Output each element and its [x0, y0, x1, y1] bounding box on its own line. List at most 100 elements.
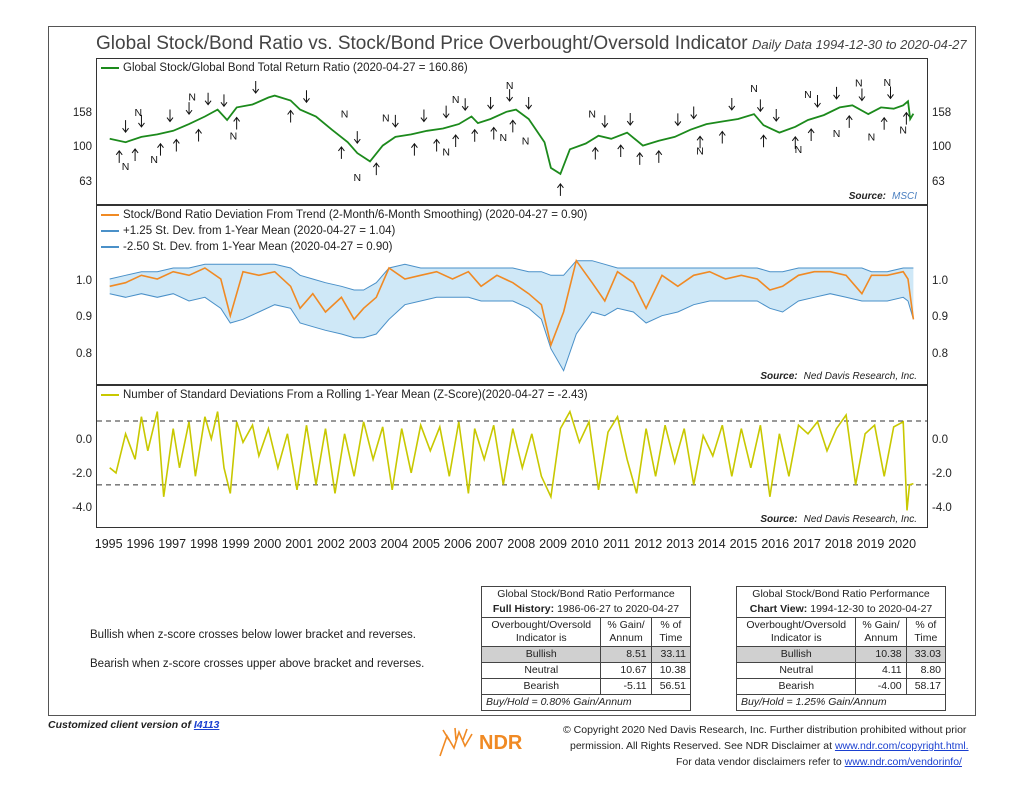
sell-arrow [887, 86, 894, 100]
table-title: Global Stock/Bond Ratio Performance [736, 586, 946, 602]
ndr-bull-bear-icon [439, 727, 473, 757]
buy-arrow [880, 116, 888, 130]
col-header-time: % of Time [650, 617, 692, 647]
buy-arrow [509, 119, 517, 133]
x-tick-label: 2019 [856, 537, 885, 551]
buy-arrow [617, 144, 625, 158]
x-tick-label: 2011 [603, 537, 630, 551]
copyright-line-2: permission. All Rights Reserved. See NDR… [570, 740, 969, 752]
x-tick-label: 2000 [253, 537, 282, 551]
copyright-line-1: © Copyright 2020 Ned Davis Research, Inc… [563, 724, 967, 736]
x-tick-label: 1995 [94, 537, 123, 551]
sell-arrow [185, 102, 193, 115]
neutral-marker: N [341, 108, 349, 120]
neutral-marker: N [188, 92, 196, 104]
sell-arrow [728, 97, 736, 111]
buy-arrow [131, 148, 139, 161]
neutral-marker: N [804, 89, 812, 101]
x-tick-label: 2004 [380, 537, 409, 551]
x-tick-label: 2016 [761, 537, 790, 551]
col-header-indicator: Overbought/Oversold Indicator is [735, 617, 857, 647]
neutral-marker: N [588, 108, 596, 120]
y-tick-label: 1.0 [76, 274, 92, 287]
deviation-plot [109, 258, 915, 372]
x-tick-label: 2014 [697, 537, 726, 551]
neutral-marker: N [696, 145, 704, 157]
x-tick-label: 1996 [126, 537, 155, 551]
ratio-plot: N N N N N N N N N N N N N N N N N N N N N N N [109, 77, 915, 196]
table-row: Bearish -5.11 56.51 [480, 678, 692, 695]
sell-arrow [833, 86, 840, 100]
zscore-legend: Number of Standard Deviations From a Rol… [101, 389, 588, 401]
sell-arrow [674, 113, 682, 127]
neutral-marker: N [442, 147, 450, 159]
neutral-marker: N [122, 161, 130, 173]
sell-arrow [772, 109, 780, 122]
x-tick-label: 2002 [316, 537, 345, 551]
custom-version-note: Customized client version of I4113 [48, 719, 220, 731]
buy-arrow [902, 111, 910, 125]
zscore-panel: Number of Standard Deviations From a Rol… [96, 385, 928, 528]
x-tick-label: 2008 [507, 537, 536, 551]
zscore-legend-text: Number of Standard Deviations From a Rol… [123, 389, 588, 401]
chart-frame [48, 26, 976, 716]
neutral-marker: N [899, 124, 907, 136]
buy-arrow [157, 142, 164, 156]
sell-arrow [353, 131, 361, 144]
chart-title: Global Stock/Bond Ratio vs. Stock/Bond P… [96, 33, 748, 54]
y-tick-label: 63 [932, 175, 945, 188]
buy-arrow [195, 128, 202, 142]
sell-arrow [814, 94, 821, 108]
ratio-legend-text: Global Stock/Global Bond Total Return Ra… [123, 62, 468, 74]
sell-arrow [461, 98, 469, 112]
x-tick-label: 2003 [348, 537, 377, 551]
y-tick-label: 0.9 [76, 311, 92, 324]
sell-arrow [487, 96, 494, 110]
x-tick-label: 2017 [793, 537, 821, 551]
custom-version-link[interactable]: I4113 [193, 719, 220, 731]
zscore-plot [97, 409, 927, 511]
ndr-logo: NDR [437, 726, 522, 760]
table-footer: Buy/Hold = 1.25% Gain/Annum [736, 694, 946, 711]
neutral-marker: N [382, 112, 390, 124]
buy-arrow [372, 162, 380, 176]
orange-swatch [101, 214, 119, 216]
x-tick-label: 1998 [190, 537, 218, 551]
neutral-marker: N [795, 144, 803, 156]
buy-arrow [490, 126, 498, 140]
source-name: MSCI [892, 191, 917, 202]
y-tick-label: 100 [932, 141, 952, 154]
neutral-marker: N [134, 107, 142, 119]
x-tick-label: 2009 [539, 537, 567, 551]
ratio-panel: N N N N N N N N N N N N N N N N N N N N N N N Global Stock/Glo… [96, 58, 928, 205]
deviation-legend-text: Stock/Bond Ratio Deviation From Trend (2… [123, 209, 588, 221]
vendor-info-link[interactable]: www.ndr.com/vendorinfo/ [844, 756, 962, 768]
buy-arrow [337, 146, 345, 159]
y-tick-label: -2.0 [932, 468, 952, 481]
col-header-gain: % Gain/ Annum [855, 617, 907, 647]
upper-band-legend-text: +1.25 St. Dev. from 1-Year Mean (2020-04… [123, 225, 396, 237]
sell-arrow [756, 99, 764, 113]
copyright-link[interactable]: www.ndr.com/copyright.html. [834, 740, 969, 752]
blue-swatch [101, 230, 119, 232]
sell-arrow [303, 90, 310, 104]
buy-arrow [557, 183, 564, 196]
buy-arrow [696, 135, 704, 149]
sell-arrow [252, 81, 260, 94]
buy-arrow [636, 152, 644, 165]
sell-arrow [220, 94, 228, 108]
table-row: Neutral 10.67 10.38 [480, 662, 692, 679]
ndr-logo-text: NDR [479, 731, 523, 754]
neutral-marker: N [855, 78, 863, 90]
neutral-marker: N [522, 136, 530, 148]
y-tick-label: 158 [72, 107, 92, 120]
source-name: Ned Davis Research, Inc. [803, 514, 917, 525]
sell-arrow [391, 114, 399, 128]
source-label: Source: [848, 191, 886, 202]
x-tick-label: 2020 [888, 537, 917, 551]
table-subtitle: Full History: 1986-06-27 to 2020-04-27 [481, 602, 691, 618]
y-tick-label: 1.0 [932, 274, 948, 287]
sell-arrow [138, 114, 145, 128]
neutral-marker: N [833, 128, 841, 140]
sell-arrow [601, 115, 609, 129]
